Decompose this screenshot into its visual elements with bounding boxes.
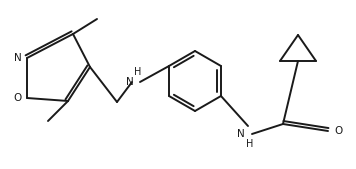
Text: N: N [237, 129, 245, 139]
Text: N: N [14, 53, 22, 63]
Text: O: O [334, 126, 342, 136]
Text: H: H [246, 139, 254, 149]
Text: O: O [14, 93, 22, 103]
Text: N: N [126, 77, 134, 87]
Text: H: H [134, 67, 142, 77]
